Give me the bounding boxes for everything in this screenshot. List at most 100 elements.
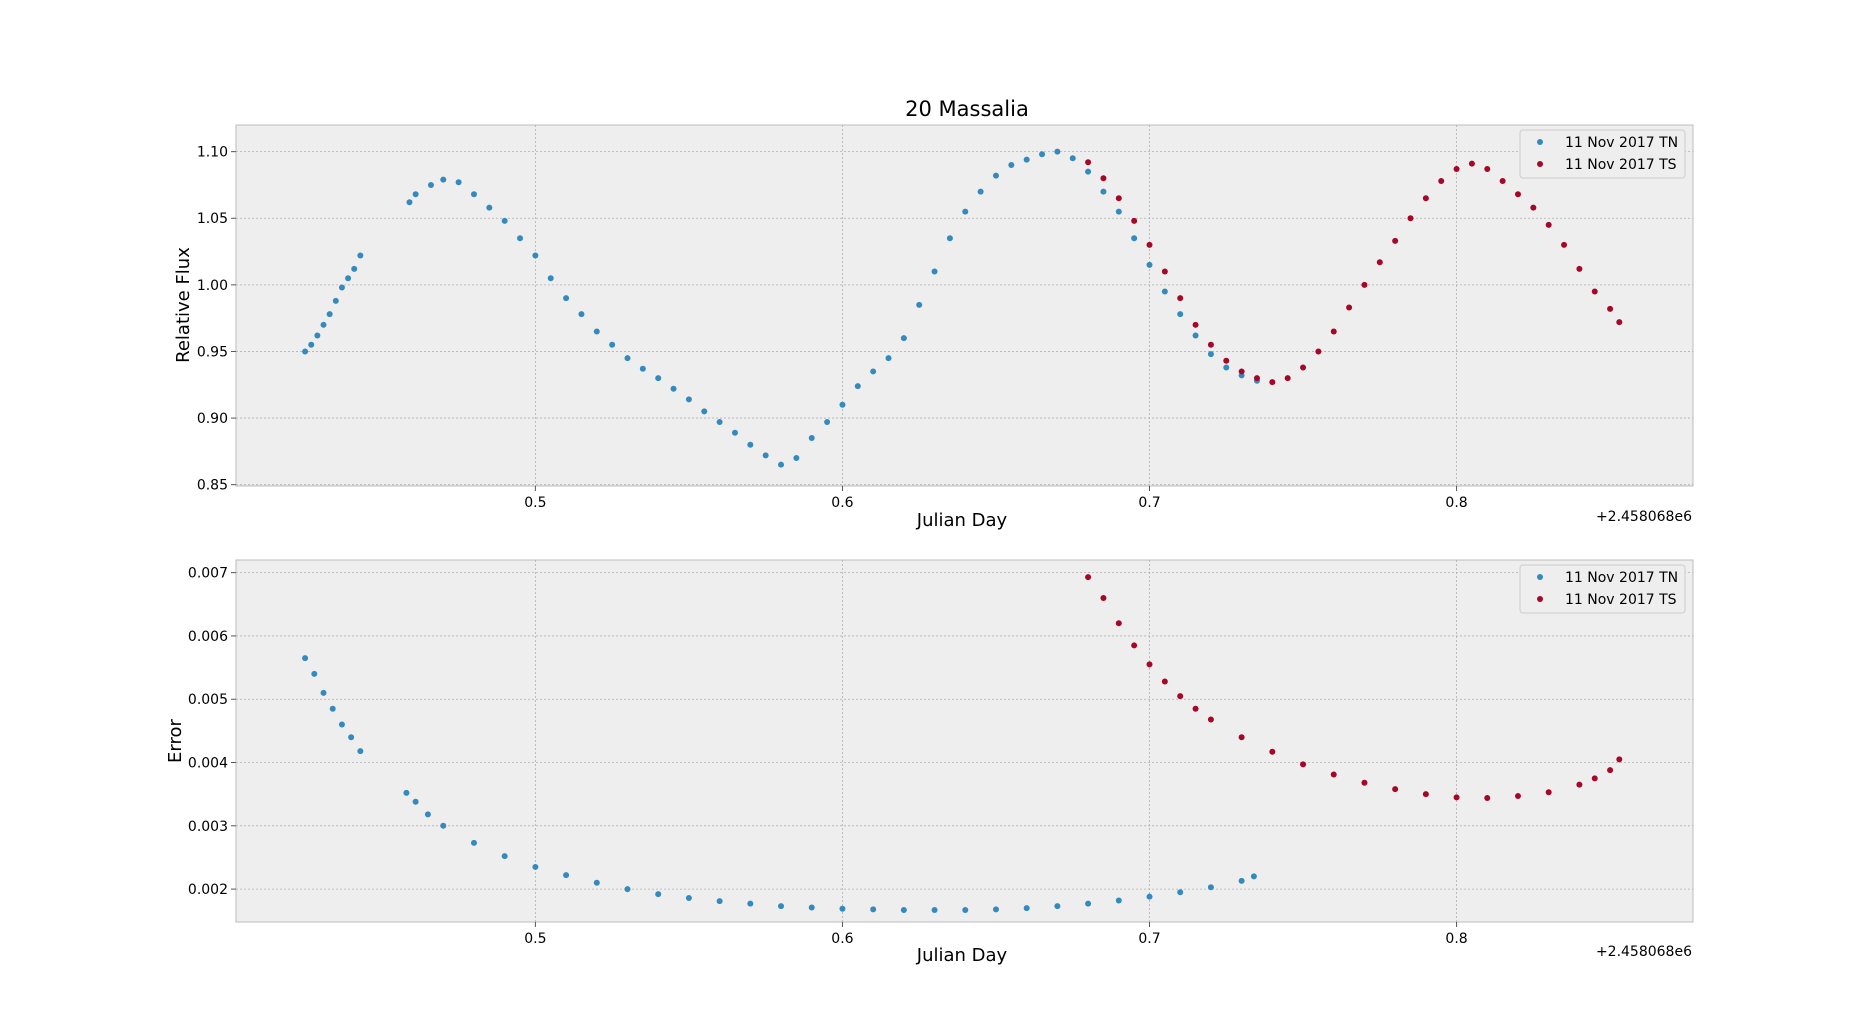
x-axis-offset: +2.458068e6: [1596, 509, 1692, 525]
data-point-tn: [1146, 261, 1153, 268]
data-point-tn: [326, 311, 333, 318]
data-point-tn: [624, 355, 631, 362]
data-point-tn: [440, 822, 447, 829]
data-point-tn: [470, 839, 477, 846]
data-point-tn: [778, 461, 785, 468]
data-point-ts: [1269, 748, 1276, 755]
data-point-tn: [655, 375, 662, 382]
data-point-tn: [839, 401, 846, 408]
y-tick-label: 0.006: [188, 629, 228, 645]
data-point-tn: [916, 301, 923, 308]
data-point-tn: [1223, 364, 1230, 371]
y-axis-label: Relative Flux: [173, 247, 194, 363]
data-point-tn: [532, 863, 539, 870]
data-point-tn: [962, 906, 969, 913]
data-point-tn: [455, 179, 462, 186]
data-point-ts: [1269, 379, 1276, 386]
data-point-tn: [427, 181, 434, 188]
data-point-ts: [1300, 364, 1307, 371]
data-point-tn: [900, 906, 907, 913]
data-point-ts: [1438, 177, 1445, 184]
data-point-tn: [532, 252, 539, 259]
data-point-ts: [1238, 734, 1245, 741]
data-point-ts: [1407, 215, 1414, 222]
x-tick-label: 0.7: [1138, 495, 1160, 511]
data-point-tn: [470, 191, 477, 198]
data-point-ts: [1453, 165, 1460, 172]
data-point-ts: [1300, 761, 1307, 768]
data-point-tn: [329, 705, 336, 712]
data-point-tn: [931, 268, 938, 275]
data-point-tn: [338, 721, 345, 728]
data-point-ts: [1361, 281, 1368, 288]
flux-plot-area: [235, 124, 1694, 487]
y-tick-label: 0.85: [197, 478, 228, 494]
data-point-ts: [1207, 341, 1214, 348]
legend-entry-ts: 11 Nov 2017 TS: [1565, 157, 1677, 173]
data-point-tn: [946, 235, 953, 242]
data-point-tn: [992, 906, 999, 913]
flux-gridlines: [231, 125, 1693, 491]
data-point-tn: [440, 176, 447, 183]
data-point-tn: [593, 879, 600, 886]
data-point-tn: [1054, 148, 1061, 155]
data-point-ts: [1607, 305, 1614, 312]
data-point-tn: [1023, 156, 1030, 163]
data-point-tn: [824, 419, 831, 426]
error-x-tick-labels: 0.5 0.6 0.7 0.8: [524, 931, 1467, 947]
error-plot-area: [235, 559, 1694, 923]
data-point-tn: [639, 365, 646, 372]
x-tick-label: 0.6: [831, 931, 853, 947]
legend-entry-tn: 11 Nov 2017 TN: [1565, 570, 1678, 586]
data-point-ts: [1330, 328, 1337, 335]
data-point-tn: [1069, 155, 1076, 162]
data-point-ts: [1315, 348, 1322, 355]
legend-marker-tn: [1537, 139, 1543, 145]
data-point-ts: [1100, 594, 1107, 601]
data-point-ts: [1330, 771, 1337, 778]
data-point-ts: [1346, 304, 1353, 311]
data-point-ts: [1085, 159, 1092, 166]
data-point-tn: [1115, 897, 1122, 904]
legend-marker-ts: [1537, 161, 1543, 167]
data-point-ts: [1499, 177, 1506, 184]
data-point-ts: [1238, 368, 1245, 375]
data-point-tn: [778, 903, 785, 910]
x-tick-label: 0.5: [524, 931, 546, 947]
data-point-tn: [578, 311, 585, 318]
data-point-ts: [1392, 786, 1399, 793]
data-point-ts: [1514, 793, 1521, 800]
data-point-tn: [314, 332, 321, 339]
y-tick-label: 1.05: [197, 211, 228, 227]
data-point-ts: [1514, 191, 1521, 198]
data-point-tn: [501, 217, 508, 224]
data-point-tn: [870, 368, 877, 375]
data-point-tn: [1238, 877, 1245, 884]
flux-x-tick-labels: 0.5 0.6 0.7 0.8: [524, 495, 1467, 511]
flux-y-tick-labels: 0.85 0.90 0.95 1.00 1.05 1.10: [197, 145, 228, 494]
x-tick-label: 0.7: [1138, 931, 1160, 947]
data-point-tn: [624, 886, 631, 893]
x-tick-label: 0.8: [1445, 495, 1467, 511]
legend-entry-tn: 11 Nov 2017 TN: [1565, 135, 1678, 151]
data-point-tn: [762, 452, 769, 459]
data-point-tn: [501, 853, 508, 860]
data-point-tn: [685, 894, 692, 901]
data-point-ts: [1177, 693, 1184, 700]
data-point-ts: [1530, 204, 1537, 211]
y-tick-label: 0.90: [197, 411, 228, 427]
data-point-tn: [1008, 161, 1015, 168]
data-point-tn: [357, 252, 364, 259]
data-point-tn: [1054, 903, 1061, 910]
data-point-ts: [1484, 794, 1491, 801]
data-point-ts: [1177, 295, 1184, 302]
data-point-tn: [854, 383, 861, 390]
data-point-tn: [992, 172, 999, 179]
data-point-ts: [1576, 265, 1583, 272]
data-point-tn: [547, 275, 554, 282]
y-tick-label: 0.005: [188, 692, 228, 708]
x-axis-label: Julian Day: [916, 510, 1008, 531]
data-point-ts: [1146, 241, 1153, 248]
data-point-ts: [1545, 789, 1552, 796]
